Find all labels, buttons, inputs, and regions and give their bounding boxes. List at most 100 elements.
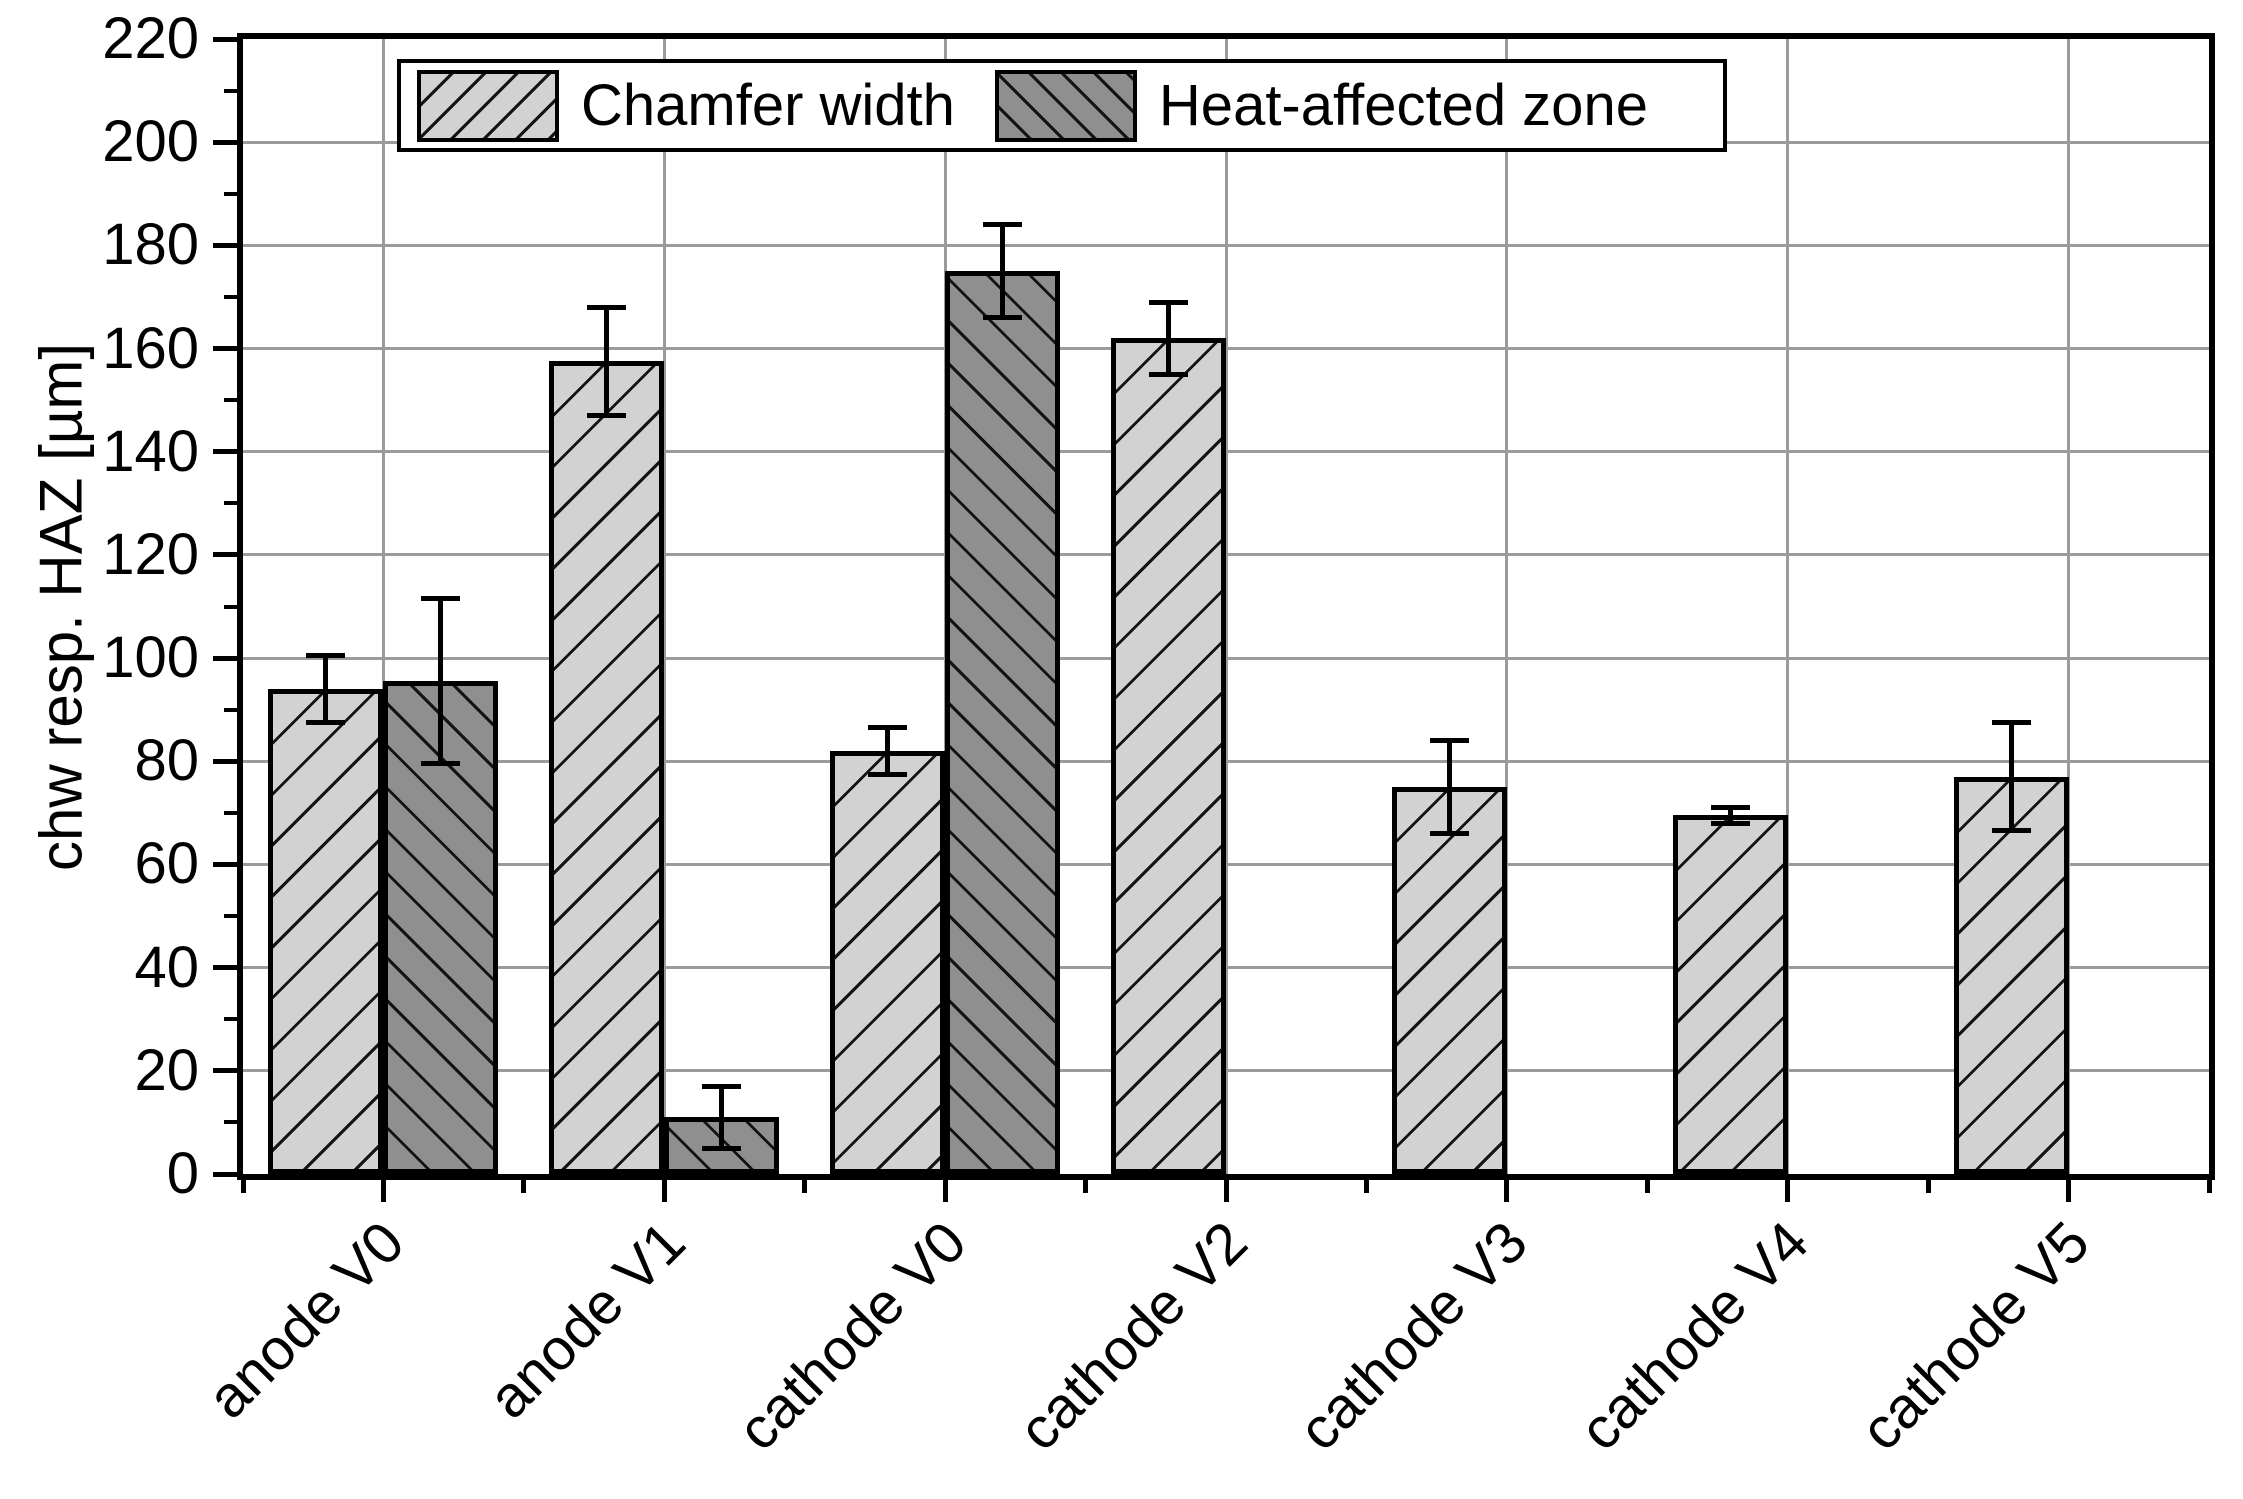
bar-chamfer-width-cathode-v0 (830, 750, 946, 1174)
x-category-label: anode V1 (475, 1209, 698, 1431)
x-axis-minor-tick (521, 1180, 527, 1193)
x-axis-minor-tick (1925, 1180, 1931, 1193)
error-bar-line-heat-affected-zone-anode-v0 (438, 598, 444, 764)
y-axis-major-tick (213, 1068, 237, 1074)
x-category-label: cathode V5 (1848, 1209, 2102, 1463)
gridline-vertical (2067, 39, 2071, 1174)
x-category-label: cathode V4 (1567, 1209, 1821, 1463)
error-bar-cap-top-heat-affected-zone-cathode-v0 (983, 222, 1023, 228)
x-category-label: cathode V0 (724, 1209, 979, 1463)
y-axis-minor-tick (224, 1120, 237, 1125)
x-axis-minor-tick (1363, 1180, 1369, 1193)
x-axis-major-tick (661, 1180, 667, 1202)
plot-area: chw resp. HAZ [µm] Chamfer width Heat-af… (28, 6, 2215, 1463)
gridline-vertical (1505, 39, 1509, 1174)
x-category-label: cathode V3 (1286, 1209, 1541, 1463)
y-axis-minor-tick (224, 398, 237, 403)
y-axis-minor-tick (224, 810, 237, 815)
y-tick-label: 60 (134, 831, 199, 897)
error-bar-line-chamfer-width-cathode-v3 (1446, 740, 1452, 834)
bar-chamfer-width-cathode-v2 (1111, 338, 1226, 1174)
error-bar-cap-bottom-chamfer-width-cathode-v5 (1991, 828, 2031, 834)
legend: Chamfer width Heat-affected zone (397, 59, 1727, 152)
y-axis-major-tick (213, 552, 237, 558)
bar-chamfer-width-cathode-v3 (1391, 787, 1507, 1174)
error-bar-cap-bottom-chamfer-width-cathode-v3 (1429, 831, 1469, 836)
error-bar-cap-bottom-chamfer-width-anode-v1 (587, 413, 627, 419)
y-axis-major-tick (213, 139, 237, 145)
y-axis-major-tick (213, 861, 237, 867)
x-axis-major-tick (1504, 1180, 1510, 1202)
x-axis-major-tick (1785, 1180, 1791, 1202)
error-bar-line-chamfer-width-anode-v1 (604, 307, 610, 416)
y-tick-label: 120 (102, 521, 199, 587)
error-bar-cap-top-chamfer-width-cathode-v0 (868, 725, 908, 731)
error-bar-line-heat-affected-zone-anode-v1 (719, 1086, 725, 1149)
error-bar-line-chamfer-width-cathode-v4 (1727, 807, 1733, 824)
y-tick-label: 220 (102, 6, 199, 71)
y-axis-minor-tick (224, 914, 237, 919)
x-axis-minor-tick (2206, 1180, 2212, 1193)
legend-label-heat-affected-zone: Heat-affected zone (1158, 73, 1648, 138)
error-bar-cap-bottom-chamfer-width-cathode-v4 (1710, 820, 1750, 826)
x-axis-minor-tick (802, 1180, 808, 1193)
gridline-vertical (1224, 39, 1228, 1174)
y-axis-minor-tick (224, 88, 237, 93)
y-tick-label: 0 (166, 1141, 199, 1206)
bar-chamfer-width-cathode-v4 (1672, 815, 1788, 1174)
x-axis-minor-tick (1644, 1180, 1650, 1193)
x-axis-major-tick (1223, 1180, 1229, 1202)
bar-heat-affected-zone-anode-v0 (383, 681, 499, 1174)
y-tick-label: 160 (102, 315, 199, 381)
error-bar-cap-top-chamfer-width-cathode-v5 (1991, 720, 2031, 726)
y-tick-label: 180 (102, 212, 199, 278)
x-axis-major-tick (380, 1180, 386, 1202)
bar-chamfer-width-cathode-v5 (1953, 776, 2069, 1174)
y-axis-major-tick (213, 1171, 237, 1177)
y-axis-major-tick (213, 449, 237, 455)
error-bar-cap-top-chamfer-width-anode-v0 (306, 653, 346, 658)
error-bar-cap-top-heat-affected-zone-anode-v0 (421, 596, 461, 602)
heat-affected-zone-swatch-icon (994, 69, 1137, 142)
x-category-label: anode V0 (195, 1209, 417, 1431)
error-bar-cap-top-chamfer-width-cathode-v4 (1710, 805, 1750, 811)
error-bar-cap-bottom-heat-affected-zone-cathode-v0 (983, 315, 1023, 321)
legend-label-chamfer-width: Chamfer width (581, 73, 955, 138)
gridline-vertical (381, 39, 385, 1174)
bar-chamfer-width-anode-v1 (549, 361, 665, 1174)
gridline-vertical (1786, 39, 1790, 1174)
gridline-vertical (662, 39, 666, 1174)
y-axis-minor-tick (224, 604, 237, 609)
error-bar-cap-bottom-chamfer-width-cathode-v0 (868, 771, 908, 777)
y-tick-label: 100 (102, 625, 199, 691)
y-axis-minor-tick (224, 1017, 237, 1022)
y-axis-minor-tick (224, 191, 237, 196)
x-axis-minor-tick (240, 1180, 246, 1193)
y-axis-major-tick (213, 758, 237, 764)
error-bar-line-chamfer-width-cathode-v5 (2008, 722, 2014, 831)
y-axis-major-tick (213, 655, 237, 661)
chamfer-width-swatch-icon (417, 69, 559, 142)
y-tick-label: 20 (134, 1037, 199, 1103)
y-tick-label: 140 (102, 418, 199, 484)
error-bar-cap-top-heat-affected-zone-anode-v1 (702, 1083, 742, 1089)
error-bar-cap-top-chamfer-width-anode-v1 (587, 304, 627, 310)
bar-heat-affected-zone-cathode-v0 (945, 271, 1061, 1174)
error-bar-line-chamfer-width-anode-v0 (323, 655, 329, 723)
bar-chamfer-width-anode-v0 (268, 689, 384, 1174)
y-axis-minor-tick (224, 294, 237, 299)
error-bar-cap-bottom-chamfer-width-anode-v0 (306, 720, 346, 726)
error-bar-cap-bottom-heat-affected-zone-anode-v1 (702, 1145, 742, 1151)
error-bar-cap-bottom-heat-affected-zone-anode-v0 (421, 761, 461, 767)
error-bar-line-heat-affected-zone-cathode-v0 (1000, 224, 1006, 318)
x-axis-major-tick (942, 1180, 948, 1202)
y-tick-label: 40 (134, 934, 199, 1000)
y-axis-major-tick (213, 242, 237, 248)
y-axis-minor-tick (224, 707, 237, 712)
y-axis-major-tick (213, 36, 237, 42)
error-bar-cap-bottom-chamfer-width-cathode-v2 (1149, 371, 1188, 377)
x-axis-minor-tick (1083, 1180, 1089, 1193)
x-category-label: cathode V2 (1005, 1209, 1260, 1463)
y-axis-major-tick (213, 965, 237, 971)
